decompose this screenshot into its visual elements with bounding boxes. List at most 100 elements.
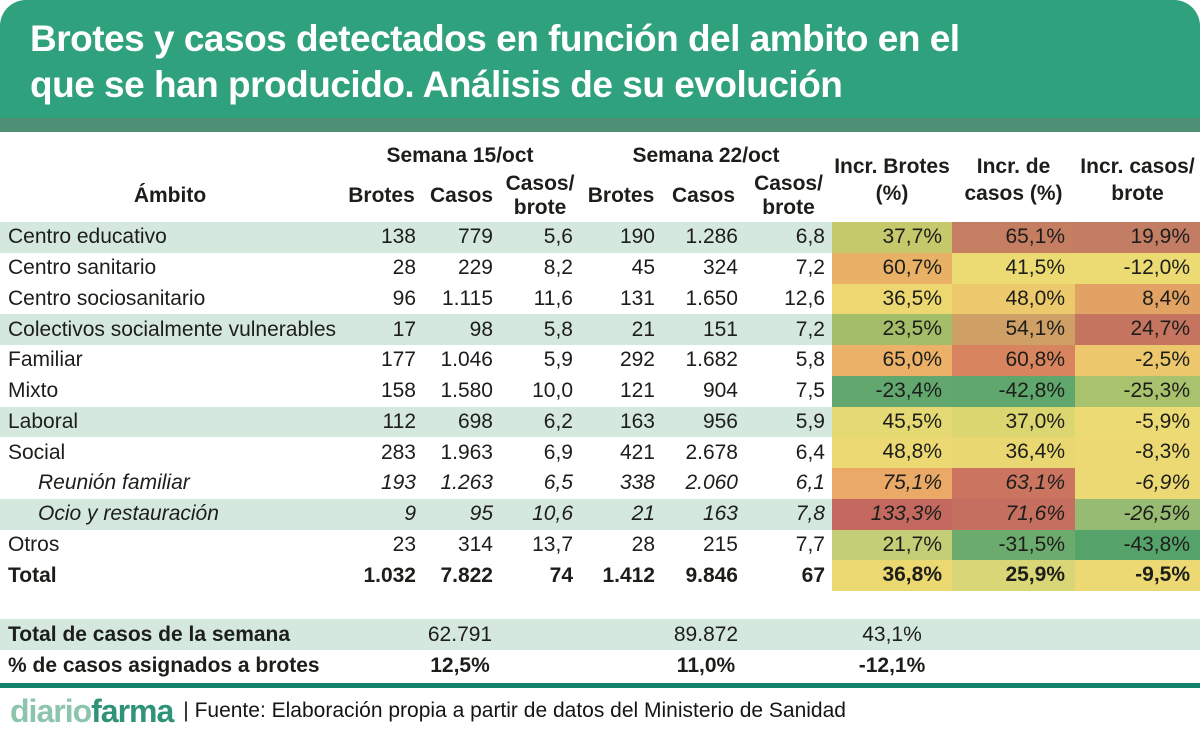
heatmap-cell: 36,8% (832, 560, 952, 591)
col-header-incr-casos-brote-line2: brote (1111, 182, 1164, 205)
value-cell: 21 (631, 502, 655, 526)
value-cell: 193 (380, 471, 416, 495)
heatmap-cell: 60,8% (952, 345, 1075, 376)
value-cell: 229 (457, 256, 493, 280)
summary-row: Total de casos de la semana 62.791 89.872 4… (0, 619, 1200, 650)
table-row: Otros 23 314 13,7 28 215 7,7 21,7% -31,5% -43,8% (0, 529, 1200, 561)
heatmap-cell: -25,3% (1075, 375, 1200, 407)
value-cell: 215 (702, 532, 738, 556)
value-cell: 5,8 (543, 317, 573, 341)
value-cell: 23 (392, 532, 416, 556)
value-cell: 1.412 (602, 563, 655, 587)
heatmap-cell: 45,5% (832, 406, 952, 438)
value-cell: 138 (380, 225, 416, 249)
value-cell: 956 (702, 409, 738, 433)
value-cell: 421 (619, 440, 655, 464)
row-label: Centro educativo (8, 225, 167, 249)
heatmap-cell: -31,5% (952, 529, 1075, 561)
heatmap-cell: 36,4% (952, 437, 1075, 468)
value-cell: 338 (619, 471, 655, 495)
value-cell: 158 (380, 379, 416, 403)
heatmap-cell: 65,0% (832, 345, 952, 376)
col-header-incr-casos-brote: Incr. casos/ brote (1075, 147, 1200, 207)
col-header-casos-brote-w2-line1: Casos/ (754, 172, 823, 195)
value-cell: 1.963 (440, 440, 493, 464)
col-header-casos-brote-w1-line1: Casos/ (505, 172, 575, 195)
diariofarma-logo: diariofarma (10, 692, 174, 729)
logo-diario: diario (10, 692, 92, 729)
heatmap-cell: 60,7% (832, 252, 952, 284)
banner-accent-strip (0, 118, 1200, 132)
table-body: Centro educativo 138 779 5,6 190 1.286 6,8 37,7… (0, 222, 1200, 591)
title-line-2: que se han producido. Análisis de su evo… (30, 64, 843, 105)
row-label: Total (8, 563, 57, 587)
heatmap-cell: 19,9% (1075, 222, 1200, 253)
value-cell: 5,6 (543, 225, 573, 249)
heatmap-cell: 48,0% (952, 283, 1075, 315)
heatmap-cell: -6,9% (1075, 468, 1200, 499)
value-cell: 779 (457, 225, 493, 249)
heatmap-cell: -5,9% (1075, 406, 1200, 438)
col-header-incr-casos: Incr. de casos (%) (952, 147, 1075, 207)
heatmap-cell: 25,9% (952, 560, 1075, 591)
table-row: Reunión familiar 193 1.263 6,5 338 2.060 6,1 75… (0, 468, 1200, 499)
value-cell: 7.822 (440, 563, 493, 587)
summary-value-incr: -12,1% (858, 653, 926, 677)
value-cell: 10,0 (532, 379, 573, 403)
value-cell: 6,5 (543, 471, 573, 495)
heatmap-cell: -8,3% (1075, 437, 1200, 468)
value-cell: 98 (469, 317, 493, 341)
heatmap-cell: 54,1% (952, 314, 1075, 345)
row-label: Social (8, 440, 66, 464)
value-cell: 121 (619, 379, 655, 403)
value-cell: 7,2 (795, 256, 825, 280)
col-header-ambito: Ámbito (133, 184, 207, 207)
value-cell: 1.115 (442, 286, 493, 310)
value-cell: 2.678 (685, 440, 738, 464)
summary-value-week2: 11,0% (676, 653, 736, 677)
col-header-casos-brote-w2: Casos/ brote (745, 172, 832, 220)
table-row: Ocio y restauración 9 95 10,6 21 163 7,8 133,3%… (0, 498, 1200, 530)
col-header-incr-brotes-line1: Incr. Brotes (834, 155, 950, 178)
heatmap-cell: -23,4% (832, 375, 952, 407)
value-cell: 1.580 (440, 379, 493, 403)
summary-value-incr: 43,1% (862, 622, 922, 646)
col-header-casos-brote-w1-line2: brote (513, 196, 567, 219)
summary-label: Total de casos de la semana (8, 622, 291, 646)
heatmap-cell: 23,5% (832, 314, 952, 345)
heatmap-cell: -2,5% (1075, 345, 1200, 376)
group-header-week-15oct: Semana 15/oct (386, 144, 534, 167)
footer-rule (0, 683, 1200, 688)
value-cell: 12,6 (784, 286, 825, 310)
value-cell: 21 (631, 317, 655, 341)
footer: diariofarma | Fuente: Elaboración propia… (0, 688, 1200, 733)
table-row: Laboral 112 698 6,2 163 956 5,9 45,5% 37,0% -5,9% (0, 406, 1200, 438)
value-cell: 314 (457, 532, 493, 556)
value-cell: 7,7 (795, 532, 825, 556)
value-cell: 67 (801, 563, 825, 587)
value-cell: 6,2 (543, 409, 573, 433)
title-banner: Brotes y casos detectados en función del… (0, 0, 1200, 118)
summary-value-week2: 89.872 (673, 622, 739, 646)
heatmap-cell: 37,0% (952, 406, 1075, 438)
col-header-casos-w2: Casos (671, 184, 736, 207)
value-cell: 10,6 (532, 502, 573, 526)
value-cell: 292 (619, 348, 655, 372)
value-cell: 74 (549, 563, 573, 587)
heatmap-cell: 24,7% (1075, 314, 1200, 345)
heatmap-cell: 133,3% (832, 498, 952, 530)
heatmap-cell: 75,1% (832, 468, 952, 499)
col-header-incr-casos-brote-line1: Incr. casos/ (1080, 155, 1195, 178)
value-cell: 1.046 (440, 348, 493, 372)
row-label: Familiar (8, 348, 83, 372)
heatmap-cell: -42,8% (952, 375, 1075, 407)
row-label: Colectivos socialmente vulnerables (8, 317, 336, 341)
value-cell: 1.032 (363, 563, 416, 587)
heatmap-cell: 37,7% (832, 222, 952, 253)
value-cell: 7,2 (795, 317, 825, 341)
value-cell: 6,9 (543, 440, 573, 464)
row-label: Centro sociosanitario (8, 286, 206, 310)
value-cell: 13,7 (532, 532, 573, 556)
table-row: Total 1.032 7.822 74 1.412 9.846 67 36,8% 25,9% -… (0, 560, 1200, 591)
table-row: Centro educativo 138 779 5,6 190 1.286 6,8 37,7… (0, 222, 1200, 253)
